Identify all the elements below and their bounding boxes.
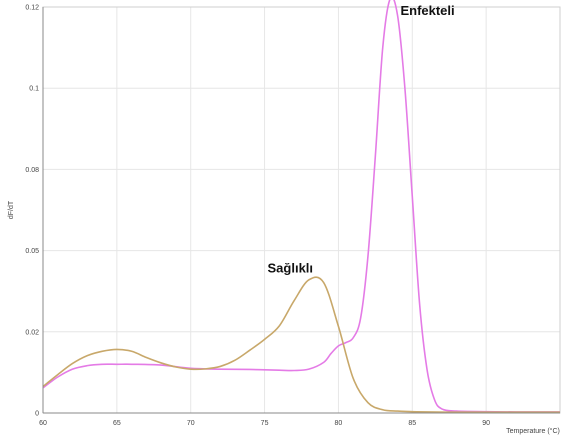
x-axis-title: Temperature (°C): [506, 427, 560, 435]
annotation-label: Enfekteli: [400, 3, 454, 18]
series-lines: [42, 0, 561, 414]
annotations: Enfekteli Sağlıklı: [268, 3, 455, 275]
y-tick-label: 0.12: [25, 5, 39, 12]
y-tick-label: 0.02: [25, 329, 39, 336]
series-line-1: [42, 0, 561, 413]
x-tick-label: 75: [261, 420, 269, 427]
grid: [42, 6, 560, 414]
axes: [42, 7, 560, 414]
x-tick-label: 85: [408, 420, 416, 427]
series-line-2: [42, 276, 560, 414]
y-tick-label: 0: [35, 411, 39, 418]
y-tick-label: 0.08: [25, 167, 39, 174]
x-tick-label: 60: [39, 420, 47, 427]
x-tick-label: 90: [482, 420, 490, 427]
x-tick-label: 65: [113, 420, 121, 427]
y-axis-title: dF/dT: [8, 200, 15, 219]
plot-frame: [42, 6, 561, 414]
y-tick-labels: 0 0.02 0.05 0.08 0.1 0.12: [25, 5, 39, 418]
x-tick-labels: 60 65 70 75 80 85 90: [39, 420, 490, 427]
annotation-label: Sağlıklı: [268, 260, 314, 275]
x-tick-label: 70: [187, 420, 195, 427]
x-tick-label: 80: [335, 420, 343, 427]
y-tick-label: 0.05: [25, 248, 39, 255]
y-tick-label: 0.1: [29, 86, 39, 93]
